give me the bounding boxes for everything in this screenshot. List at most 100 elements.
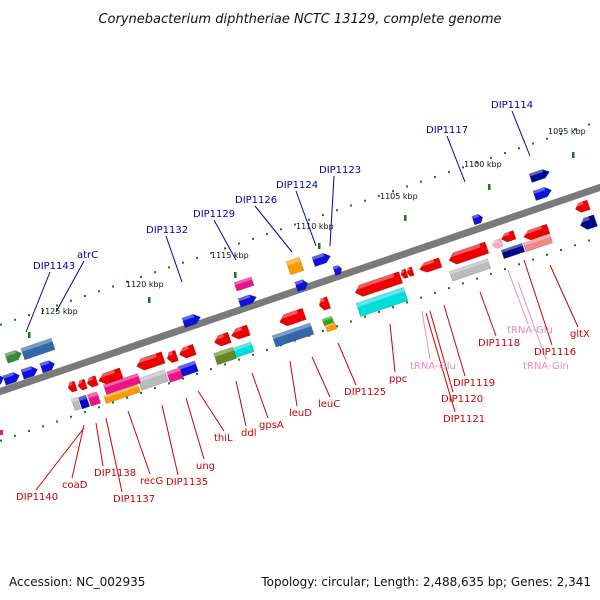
- forward-gene-shape: [0, 374, 5, 388]
- reverse-gene-shape: [500, 230, 517, 243]
- forward-gene-highlight: [532, 187, 546, 195]
- leader-line: [105, 417, 123, 493]
- leader-line: [421, 310, 431, 360]
- leader-line: [446, 135, 466, 183]
- leader-line: [507, 269, 529, 325]
- reverse-gene-highlight: [96, 369, 115, 379]
- ruler-tick: [196, 372, 198, 375]
- ruler-tick: [238, 242, 240, 245]
- reverse-gene: [77, 394, 91, 410]
- reverse-gene: [317, 296, 332, 311]
- ruler-tick: [378, 194, 380, 197]
- leader-line: [95, 422, 104, 467]
- ruler-tick: [294, 223, 296, 226]
- ruler-tick: [406, 301, 408, 304]
- forward-gene-highlight: [234, 276, 252, 286]
- reverse-gene-labels: gltX tRNA-Glu tRNA-Gln DIP1116 DIP1118 t…: [16, 325, 590, 505]
- reverse-gene: [355, 286, 409, 318]
- reverse-gene: [137, 369, 169, 391]
- ruler-tick: [238, 358, 240, 361]
- reverse-gene-shape: [166, 349, 179, 364]
- ruler-tick: [518, 263, 520, 266]
- gene-label: thiL: [214, 433, 233, 444]
- reverse-gene-highlight: [501, 243, 523, 253]
- reverse-gene-highlight: [277, 310, 298, 320]
- forward-gene-shape: [532, 186, 552, 202]
- forward-gene-highlight: [529, 169, 544, 177]
- ruler-tick: [28, 314, 30, 317]
- ruler-tick: [462, 282, 464, 285]
- forward-gene: [39, 360, 56, 374]
- leader-line: [185, 397, 205, 460]
- reverse-gene: [86, 391, 102, 407]
- leader-line: [511, 110, 531, 157]
- leader-line: [35, 427, 85, 491]
- ruler-label: 1120 kbp: [126, 280, 164, 289]
- leader-line: [25, 271, 51, 333]
- reverse-gene: [66, 380, 78, 393]
- ruler-major-tick: [234, 272, 237, 278]
- forward-gene: [20, 366, 38, 380]
- leader-line: [429, 310, 454, 393]
- accession-text: Accession: NC_002935: [9, 575, 145, 589]
- ruler-tick: [462, 166, 464, 169]
- gene-label: DIP1138: [94, 468, 136, 479]
- ruler-tick: [280, 228, 282, 231]
- forward-gene: [20, 337, 56, 361]
- reverse-gene-highlight: [405, 267, 411, 272]
- reverse-gene-shape: [419, 257, 443, 273]
- reverse-gene-shape: [77, 378, 88, 391]
- gene-features: [0, 169, 598, 435]
- forward-gene-shape: [4, 350, 22, 364]
- leader-line: [127, 410, 151, 475]
- ruler-tick: [182, 377, 184, 380]
- forward-gene-shape: [237, 294, 257, 308]
- leader-line: [254, 205, 293, 253]
- gene-label: DIP1114: [491, 100, 533, 111]
- ruler-tick: [588, 239, 590, 242]
- ruler-tick: [476, 161, 478, 164]
- reverse-gene: [277, 307, 307, 327]
- ruler-tick: [84, 411, 86, 414]
- ruler-tick: [210, 368, 212, 371]
- forward-gene-highlight: [294, 279, 304, 286]
- reverse-gene-shape: [179, 343, 197, 359]
- forward-gene: [4, 350, 22, 364]
- ruler-tick: [574, 128, 576, 131]
- forward-gene-shape: [471, 213, 484, 226]
- forward-gene-shape: [181, 313, 201, 329]
- reverse-gene-highlight: [449, 258, 489, 275]
- ruler-tick: [168, 382, 170, 385]
- leader-line: [289, 360, 298, 407]
- reverse-gene: [522, 223, 551, 241]
- reverse-gene-shape: [574, 199, 591, 213]
- leader-line: [517, 281, 547, 360]
- ruler-tick: [574, 244, 576, 247]
- gene-label: DIP1140: [16, 492, 58, 503]
- reverse-gene-highlight: [103, 373, 139, 388]
- ruler-tick: [322, 214, 324, 217]
- ruler-tick: [434, 291, 436, 294]
- reverse-gene: [522, 233, 554, 253]
- reverse-gene-highlight: [523, 234, 551, 246]
- reverse-gene-highlight: [76, 379, 83, 385]
- forward-gene: [0, 374, 5, 388]
- gene-label: tRNA-Gln: [523, 361, 569, 372]
- leader-line: [337, 342, 357, 386]
- label-leaders: [25, 110, 579, 493]
- reverse-gene-highlight: [177, 345, 189, 353]
- ruler-tick: [308, 218, 310, 221]
- reverse-gene: [85, 375, 99, 388]
- reverse-gene-shape: [400, 268, 409, 279]
- gene-label: tRNA-Glu: [507, 325, 553, 336]
- reverse-gene: [405, 266, 415, 277]
- ruler-tick: [266, 233, 268, 236]
- reverse-gene: [573, 199, 591, 213]
- reverse-gene: [212, 331, 232, 347]
- gene-label: recG: [140, 476, 163, 487]
- forward-gene-highlight: [20, 366, 32, 373]
- ruler-tick: [84, 295, 86, 298]
- reverse-gene-highlight: [317, 297, 325, 304]
- ruler-tick: [126, 280, 128, 283]
- ruler-tick: [490, 156, 492, 159]
